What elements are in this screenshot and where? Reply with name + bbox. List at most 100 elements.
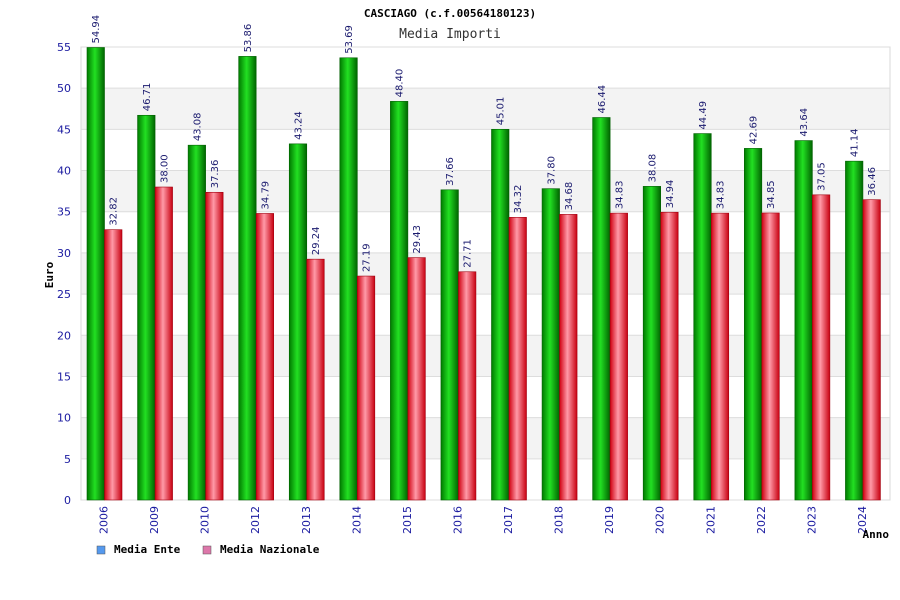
data-label-ente: 46.71 [142,83,153,112]
bar-nazionale-2019 [609,212,628,501]
data-label-nazionale: 27.19 [362,243,373,272]
bar-nazionale-2022 [761,212,780,501]
data-label-ente: 54.94 [91,15,102,44]
y-tick-label: 25 [57,288,71,301]
data-label-ente: 48.40 [395,69,406,98]
data-label-ente: 46.44 [597,85,608,114]
x-tick-label: 2020 [654,506,667,534]
bar-nazionale-2016 [458,271,477,501]
x-tick-label: 2019 [603,506,616,534]
x-tick-label: 2022 [755,506,768,534]
x-axis-label: Anno [863,528,890,541]
bar-nazionale-2020 [660,211,679,501]
legend: Media Ente Media Nazionale [96,543,320,556]
bar-ente-2013 [288,143,308,501]
data-label-ente: 37.66 [445,157,456,186]
bar-ente-2016 [440,189,459,501]
bar-ente-2009 [137,114,156,501]
bar-ente-2015 [390,101,409,501]
x-tick-label: 2024 [856,506,869,534]
y-tick-label: 15 [57,370,71,383]
bar-nazionale-2023 [812,194,831,501]
bar-nazionale-2012 [255,213,274,501]
x-tick-label: 2021 [704,506,717,534]
bar-ente-2022 [744,148,763,501]
x-tick-label: 2012 [249,506,262,534]
x-tick-label: 2023 [805,506,818,534]
bar-ente-2020 [642,186,661,501]
bar-nazionale-2021 [710,212,730,501]
y-tick-label: 35 [57,206,71,219]
x-tick-label: 2013 [300,506,313,534]
bar-ente-2021 [693,133,712,501]
x-tick-label: 2015 [401,506,414,534]
data-label-ente: 42.69 [749,116,760,145]
data-label-nazionale: 34.83 [614,180,625,209]
y-tick-label: 45 [57,123,71,136]
data-label-nazionale: 27.71 [463,239,474,268]
y-tick-label: 50 [57,82,71,95]
bar-ente-2010 [187,144,206,501]
data-label-ente: 41.14 [850,129,861,158]
data-label-nazionale: 32.82 [109,197,120,226]
bar-ente-2012 [238,56,257,501]
x-tick-label: 2018 [553,506,566,534]
data-label-nazionale: 37.05 [817,162,828,191]
bar-nazionale-2006 [104,229,123,501]
bar-ente-2014 [339,57,358,501]
bar-nazionale-2024 [862,199,881,501]
bar-ente-2023 [794,140,813,501]
bar-ente-2024 [845,160,864,501]
x-tick-label: 2014 [350,506,363,534]
data-label-nazionale: 34.85 [766,180,777,209]
y-axis-label: Euro [43,261,56,288]
chart-subtitle: Media Importi [399,27,501,42]
data-label-ente: 43.64 [799,108,810,137]
data-label-nazionale: 38.00 [159,154,170,183]
y-tick-label: 10 [57,412,71,425]
grid-band [81,88,890,130]
chart-title: CASCIAGO (c.f.00564180123) [364,7,536,20]
x-tick-label: 2010 [199,506,212,534]
data-label-ente: 45.01 [496,97,507,126]
data-label-ente: 53.86 [243,24,254,53]
legend-swatch-ente [96,545,106,555]
bar-nazionale-2017 [508,217,527,501]
legend-swatch-nazionale [202,545,212,555]
data-label-ente: 43.24 [294,111,305,140]
bar-nazionale-2015 [407,257,426,501]
y-tick-label: 5 [64,453,71,466]
y-tick-label: 0 [64,494,71,507]
data-label-nazionale: 37.36 [210,160,221,189]
data-label-nazionale: 34.79 [260,181,271,210]
data-label-nazionale: 29.43 [412,225,423,254]
x-tick-label: 2006 [98,506,111,534]
data-label-ente: 38.08 [647,154,658,183]
data-labels-group: 54.94 32.82 46.71 38.00 43.08 37.36 53.86 34.79… [91,15,878,272]
bar-ente-2019 [592,117,611,501]
data-label-ente: 37.80 [546,156,557,185]
bar-nazionale-2014 [357,275,376,501]
y-tick-label: 20 [57,329,71,342]
data-label-nazionale: 36.46 [867,167,878,196]
data-label-nazionale: 34.68 [564,182,575,211]
bars-group [86,47,881,501]
x-tick-label: 2016 [451,506,464,534]
legend-label-nazionale: Media Nazionale [220,543,320,556]
bar-nazionale-2013 [306,258,325,501]
data-label-nazionale: 34.32 [513,185,524,214]
y-tick-label: 30 [57,247,71,260]
data-label-ente: 44.49 [698,101,709,130]
bar-nazionale-2009 [154,186,173,501]
bar-ente-2006 [86,47,105,501]
bar-nazionale-2010 [205,191,224,501]
grid-band [81,47,890,89]
x-axis-ticks: 2006 2009 2010 2012 2013 2014 2015 2016 2017 2018… [98,506,869,534]
data-label-ente: 53.69 [344,25,355,54]
data-label-ente: 43.08 [192,113,203,142]
bar-nazionale-2018 [559,214,578,501]
data-label-nazionale: 29.24 [311,227,322,256]
bar-ente-2018 [541,188,560,501]
data-label-nazionale: 34.94 [665,180,676,209]
